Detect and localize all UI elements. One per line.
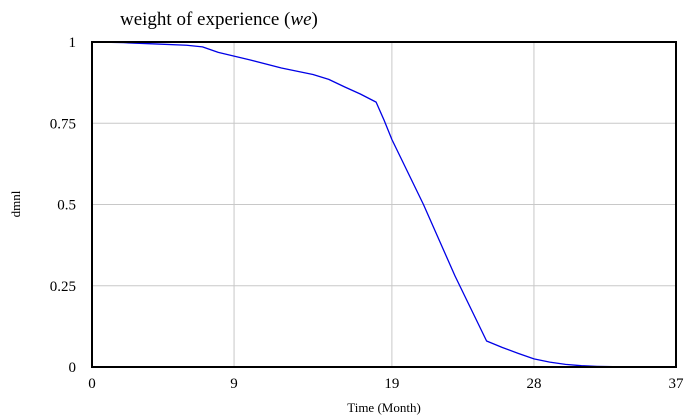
x-tick-labels: 0 9 19 28 37: [88, 376, 684, 392]
y-axis-label: dmnl: [8, 190, 23, 217]
y-tick-label-2: 0.5: [57, 198, 76, 214]
x-tick-label-1: 9: [230, 376, 238, 392]
y-tick-labels: 0 0.25 0.5 0.75 1: [50, 35, 76, 376]
chart-title-variable: we: [290, 9, 311, 30]
gridlines: [92, 42, 676, 367]
y-tick-label-4: 1: [69, 35, 77, 51]
x-tick-label-0: 0: [88, 376, 96, 392]
x-tick-label-4: 37: [669, 376, 685, 392]
y-tick-label-3: 0.75: [50, 116, 76, 132]
x-axis-label: Time (Month): [347, 400, 421, 415]
x-tick-label-2: 19: [384, 376, 399, 392]
y-tick-label-0: 0: [69, 360, 77, 376]
plot-area-frame: [91, 41, 677, 368]
chart-title-main: weight of experience (: [120, 9, 290, 30]
x-tick-label-3: 28: [526, 376, 541, 392]
y-tick-label-1: 0.25: [50, 279, 76, 295]
chart-title: weight of experience (we): [120, 9, 318, 30]
chart-title-close: ): [312, 9, 318, 30]
